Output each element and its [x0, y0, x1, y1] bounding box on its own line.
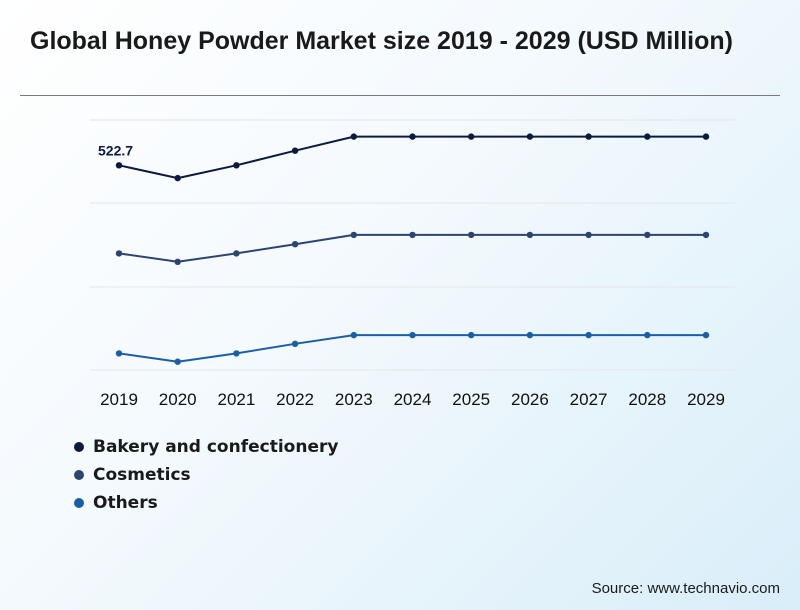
x-tick-2020: 2020 [159, 390, 197, 409]
data-point-s0-2025 [468, 133, 475, 140]
data-point-s1-2026 [526, 231, 534, 239]
data-point-s2-2027 [585, 331, 592, 339]
legend-item-1: Cosmetics [74, 461, 338, 489]
data-point-s0-2021 [233, 162, 240, 169]
data-point-s1-2029 [702, 231, 710, 239]
data-point-s0-2024 [409, 133, 416, 140]
legend-item-2: Others [74, 489, 338, 517]
data-point-s0-2026 [526, 133, 534, 140]
data-point-s2-2020 [174, 358, 181, 365]
x-tick-2029: 2029 [687, 390, 725, 409]
data-point-s2-2019 [115, 350, 123, 357]
data-point-s1-2021 [233, 250, 240, 257]
legend-item-0: Bakery and confectionery [74, 433, 338, 461]
x-tick-2025: 2025 [452, 390, 490, 409]
legend-label-0: Bakery and confectionery [93, 437, 339, 457]
data-point-s0-2029 [702, 133, 710, 140]
legend-dot-0 [74, 442, 84, 452]
data-point-s0-2020 [174, 174, 181, 182]
title-divider [20, 95, 780, 96]
x-tick-2024: 2024 [394, 390, 432, 409]
data-label-s0-0: 522.7 [98, 142, 133, 158]
data-point-s0-2019 [115, 162, 123, 169]
data-labels: 522.7 [98, 142, 133, 158]
data-point-s0-2023 [350, 133, 357, 140]
series-line-0 [118, 135, 706, 180]
x-tick-2023: 2023 [335, 390, 373, 409]
chart-title: Global Honey Powder Market size 2019 - 2… [30, 27, 733, 55]
source-credit: Source: www.technavio.com [591, 580, 780, 597]
x-tick-2021: 2021 [217, 390, 255, 409]
data-point-s1-2028 [644, 231, 651, 239]
data-point-s2-2025 [468, 331, 475, 339]
data-point-s1-2025 [468, 231, 475, 239]
x-tick-2027: 2027 [570, 390, 608, 409]
x-tick-2022: 2022 [276, 390, 314, 409]
data-point-s1-2019 [115, 250, 123, 257]
x-tick-2028: 2028 [628, 390, 666, 409]
legend-dot-1 [74, 470, 84, 480]
x-axis-ticks: 2019 2020 2021 2022 2023 2024 2025 2026 2027 2028… [100, 390, 725, 409]
data-point-s1-2024 [409, 231, 416, 239]
series-line-2 [118, 334, 706, 363]
data-point-s2-2022 [291, 340, 299, 347]
data-point-s1-2020 [174, 258, 181, 265]
data-point-s2-2028 [644, 331, 651, 339]
data-point-s0-2027 [585, 133, 592, 140]
legend-label-2: Others [93, 493, 158, 513]
series-group [115, 133, 710, 365]
legend: Bakery and confectionery Cosmetics Others [74, 433, 338, 517]
data-point-s0-2028 [644, 133, 651, 140]
data-point-s2-2029 [702, 331, 710, 339]
data-point-s1-2023 [350, 231, 357, 239]
series-line-1 [118, 233, 706, 263]
data-point-s2-2021 [233, 350, 240, 357]
gridlines [90, 119, 735, 371]
legend-dot-2 [74, 498, 84, 508]
legend-label-1: Cosmetics [93, 465, 191, 485]
data-point-s2-2026 [526, 331, 534, 339]
data-point-s2-2023 [350, 331, 357, 339]
x-tick-2026: 2026 [511, 390, 549, 409]
data-point-s2-2024 [409, 331, 416, 339]
data-point-s1-2027 [585, 231, 592, 239]
line-chart: 522.7 2019 2020 2021 2022 2023 2024 2025 2026 20… [90, 119, 735, 409]
x-tick-2019: 2019 [100, 390, 138, 409]
data-point-s1-2022 [291, 241, 299, 248]
data-point-s0-2022 [291, 147, 299, 154]
